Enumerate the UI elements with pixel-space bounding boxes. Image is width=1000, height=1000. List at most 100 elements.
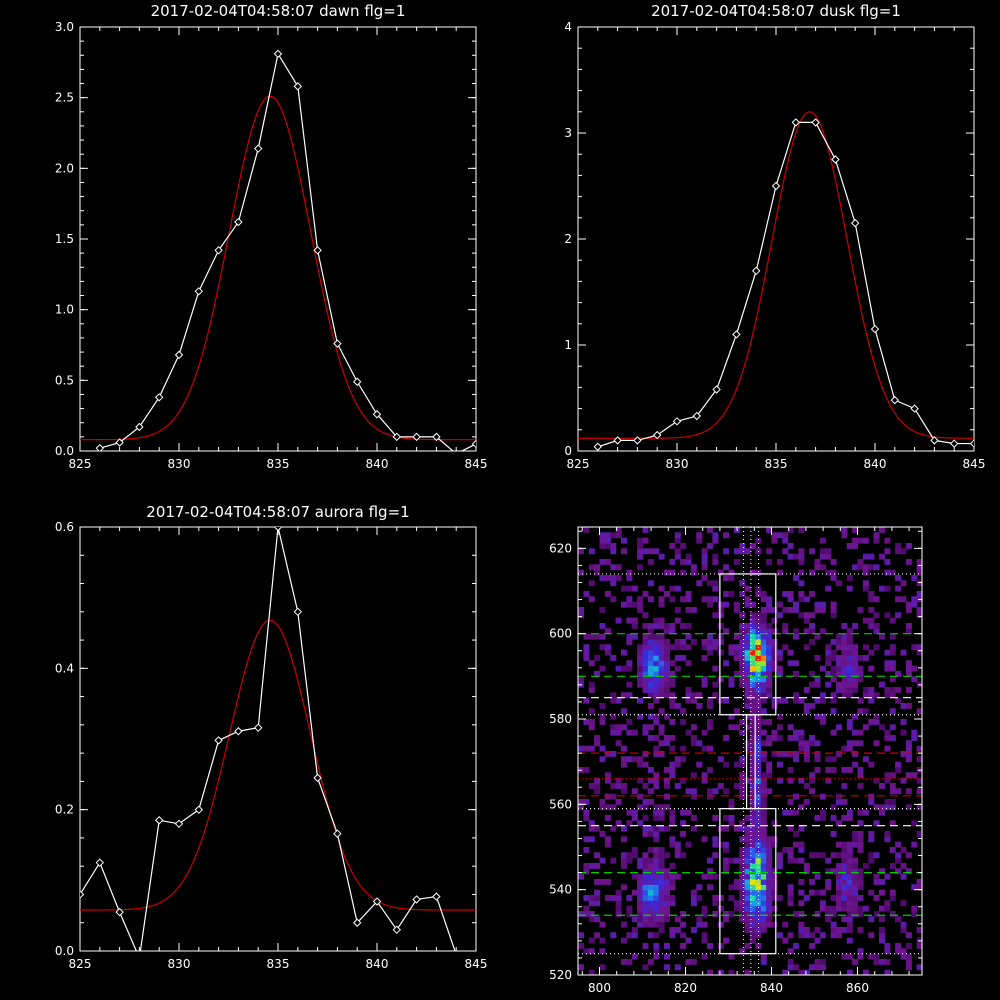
heatmap-cell <box>669 767 676 773</box>
heatmap-cell <box>712 900 719 907</box>
heatmap-cell <box>728 591 735 597</box>
aurora-panel: 2017-02-04T04:58:07 aurora flg=1 825 830 8… <box>55 503 488 971</box>
heatmap-cell <box>755 783 762 789</box>
heatmap-cell <box>723 591 730 597</box>
heatmap-cell <box>626 585 633 592</box>
heatmap-cell <box>884 799 891 805</box>
heatmap-cell <box>594 895 601 901</box>
heatmap-cell <box>916 708 922 715</box>
heatmap-cell <box>884 559 891 565</box>
heatmap-cell <box>669 900 676 907</box>
heatmap-cell <box>599 857 606 864</box>
heatmap-cell <box>809 889 816 896</box>
heatmap-cell <box>895 943 902 949</box>
data-point <box>352 918 362 927</box>
heatmap-cell <box>583 836 590 843</box>
heatmap-cell <box>615 895 622 901</box>
y-tick-label: 0.0 <box>55 444 74 458</box>
heatmap-cell <box>798 804 805 811</box>
heatmap-cell <box>889 799 896 805</box>
heatmap-cell <box>846 740 853 747</box>
heatmap-cell <box>739 857 746 864</box>
heatmap-cell <box>846 543 853 549</box>
heatmap-cell <box>664 687 670 693</box>
heatmap-cell <box>760 884 767 891</box>
heatmap-cell <box>701 729 708 736</box>
heatmap-cell <box>653 639 660 645</box>
heatmap-cell <box>631 585 638 592</box>
heatmap-cell <box>830 671 837 677</box>
heatmap-cell <box>631 788 638 795</box>
heatmap-cell <box>674 783 681 789</box>
heatmap-cell <box>846 969 853 975</box>
heatmap-cell <box>819 889 826 896</box>
heatmap-cell <box>884 548 891 555</box>
heatmap-cell <box>755 863 762 869</box>
heatmap-cell <box>728 911 735 917</box>
heatmap-cell <box>760 820 767 827</box>
heatmap-cell <box>626 692 633 699</box>
heatmap-cell <box>836 820 842 827</box>
heatmap-cell <box>733 559 740 565</box>
x-tick-label: 840 <box>864 457 887 471</box>
heatmap-cell <box>836 644 842 651</box>
heatmap-cell <box>621 756 627 763</box>
heatmap-cell <box>658 671 665 677</box>
heatmap-cell <box>782 607 789 613</box>
heatmap-cell <box>642 964 649 971</box>
heatmap-cell <box>846 639 853 645</box>
heatmap-cell <box>642 548 649 555</box>
heatmap-cell <box>809 735 816 741</box>
heatmap-cell <box>621 761 627 768</box>
heatmap-cell <box>852 959 859 965</box>
heatmap-cell <box>642 649 649 656</box>
heatmap-cell <box>825 879 832 885</box>
heatmap-cell <box>637 596 644 603</box>
heatmap-cell <box>879 527 885 533</box>
heatmap-cell <box>588 911 595 917</box>
data-point <box>712 385 721 394</box>
heatmap-cell <box>825 868 832 875</box>
heatmap-cell <box>857 868 864 875</box>
heatmap-cell <box>588 681 595 688</box>
heatmap-cell <box>588 633 595 640</box>
heatmap-cell <box>707 873 713 880</box>
heatmap-cell <box>653 884 660 891</box>
heatmap-cell <box>825 649 832 656</box>
heatmap-cell <box>884 692 891 699</box>
heatmap-cell <box>637 884 644 891</box>
heatmap-cell <box>857 873 864 880</box>
heatmap-cell <box>798 857 805 864</box>
heatmap-cell <box>615 905 622 912</box>
heatmap-cell <box>744 879 751 885</box>
heatmap-cell <box>610 548 617 555</box>
heatmap-cell <box>696 921 703 928</box>
heatmap-cell <box>744 847 751 853</box>
heatmap-cell <box>739 623 746 629</box>
heatmap-cell <box>793 601 799 608</box>
heatmap-cell <box>658 873 665 880</box>
heatmap-cell <box>814 676 821 683</box>
y-tick-label: 2.5 <box>55 91 74 105</box>
heatmap-cell <box>653 697 660 704</box>
heatmap-cell <box>658 884 665 891</box>
heatmap-cell <box>733 724 740 731</box>
heatmap-cell <box>873 719 880 725</box>
heatmap-cell <box>685 697 692 704</box>
heatmap-cell <box>647 921 654 928</box>
heatmap-cell <box>647 596 654 603</box>
heatmap-cell <box>857 708 864 715</box>
heatmap-cell <box>803 596 810 603</box>
heatmap-cell <box>653 548 660 555</box>
heatmap-cell <box>846 873 853 880</box>
data-line <box>99 52 476 451</box>
heatmap-cell <box>814 564 821 571</box>
heatmap-cell <box>604 879 611 885</box>
heatmap-cell <box>798 697 805 704</box>
heatmap-cell <box>637 644 644 651</box>
heatmap-cell <box>701 644 708 651</box>
heatmap-cell <box>669 596 676 603</box>
heatmap-cell <box>776 612 783 619</box>
heatmap-cell <box>766 596 773 603</box>
heatmap-cell <box>599 799 606 805</box>
